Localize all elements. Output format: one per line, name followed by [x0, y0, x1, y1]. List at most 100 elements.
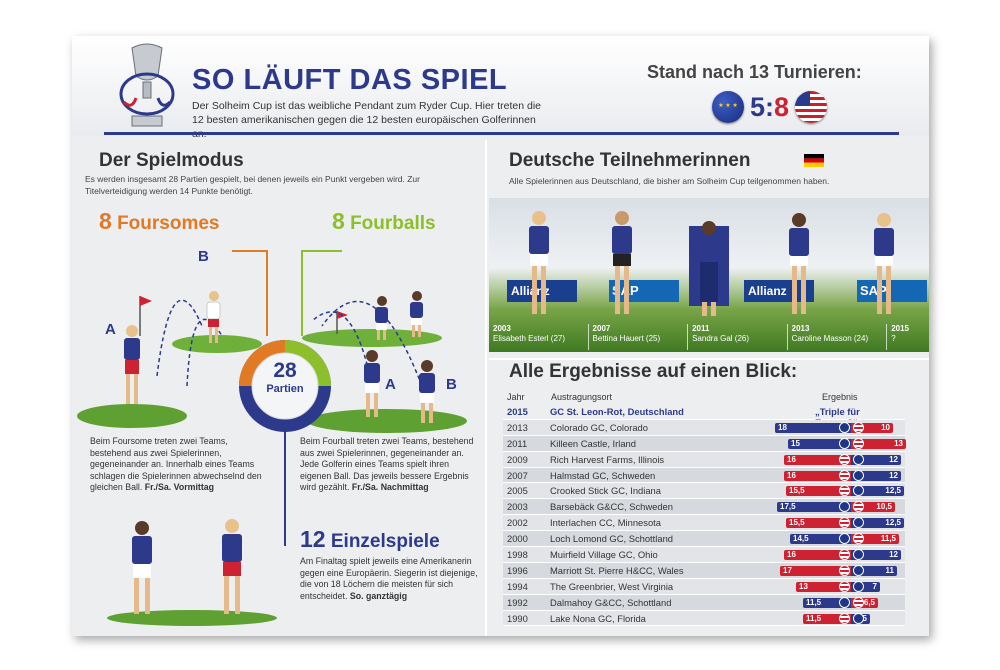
- table-row: 2011 Killeen Castle, Irland 15 13: [503, 435, 906, 452]
- col-location-header: Austragungsort: [551, 392, 613, 402]
- player-figure: [124, 291, 435, 423]
- result-bar-left: 15: [788, 438, 851, 449]
- player-caption: 2007 Bettina Hauert (25): [589, 324, 689, 350]
- result-bar-right: 12,5: [851, 486, 904, 497]
- players-photo: Allianz SAP Allianz SAP: [489, 198, 929, 352]
- result-bar-right: 7: [851, 581, 880, 592]
- fourballs-description: Beim Fourball treten zwei Teams, bestehe…: [300, 436, 474, 492]
- deutsche-heading: Deutsche Teilnehmerinnen: [509, 150, 751, 171]
- result-bar-right: 11: [851, 565, 897, 576]
- us-flag-icon: [839, 485, 850, 497]
- einzel-description: Am Finaltag spielt jeweils eine Amerikan…: [300, 556, 478, 601]
- result-location: The Greenbrier, West Virginia: [550, 580, 674, 592]
- player-figure: [529, 211, 549, 314]
- solheim-cup-logo: [119, 43, 175, 127]
- player-figure: [874, 213, 894, 314]
- result-bar-right: 12: [851, 550, 901, 561]
- result-year: 2002: [507, 517, 528, 529]
- result-year: 2005: [507, 485, 528, 497]
- result-bar-left: 13: [796, 581, 851, 592]
- center-count: 28 Partien: [266, 359, 304, 395]
- table-row: 2000 Loch Lomond GC, Schottland 14,5 11,5: [503, 531, 905, 548]
- row-divider: [489, 358, 929, 360]
- result-bar-left: 11,5: [803, 613, 851, 624]
- eu-flag-icon: [839, 421, 850, 433]
- table-row: 1992 Dalmahoy G&CC, Schottland 11,5 6,5: [503, 594, 905, 611]
- team-b-letter: B: [446, 376, 457, 393]
- eu-flag-icon: [839, 501, 850, 513]
- table-row: 2013 Colorado GC, Colorado 18 10: [503, 419, 905, 436]
- result-bar-left: 17,5: [777, 502, 851, 513]
- player-caption: 2013 Caroline Masson (24): [788, 324, 888, 350]
- result-bar-right: 12: [851, 454, 901, 465]
- ball-arc: [156, 299, 203, 377]
- eu-flag-icon: [853, 549, 864, 561]
- us-flag-icon: [839, 469, 850, 481]
- header: [72, 36, 929, 136]
- ball-arc: [321, 300, 423, 387]
- result-year: 1990: [507, 612, 528, 624]
- result-bar-right: 13: [851, 438, 906, 449]
- result-bar-right: 10,5: [851, 502, 895, 513]
- us-flag-icon: [839, 517, 850, 529]
- col-year-header: Jahr: [507, 392, 525, 402]
- golf-ball: [251, 352, 319, 420]
- deutsche-intro: Alle Spielerinnen aus Deutschland, die b…: [509, 176, 830, 186]
- result-location: Halmstad GC, Schweden: [550, 469, 656, 481]
- grass-patch: [172, 335, 262, 353]
- us-flag-icon: [795, 91, 828, 123]
- us-flag-icon: [853, 437, 864, 449]
- spielmodus-heading: Der Spielmodus: [99, 150, 244, 171]
- result-year: 1998: [507, 549, 528, 561]
- result-location: Dalmahoy G&CC, Schottland: [550, 596, 672, 608]
- game-mode-diagram: [77, 250, 467, 546]
- us-flag-icon: [853, 596, 864, 608]
- player-names: 2003 Elisabeth Esterl (27) 2007 Bettina Ha…: [489, 324, 929, 350]
- table-row: 2005 Crooked Stick GC, Indiana 15,5 12,5: [503, 483, 905, 500]
- eu-flag-icon: [839, 437, 850, 449]
- results-heading: Alle Ergebnisse auf einen Blick:: [509, 361, 798, 382]
- result-bar-left: 17: [780, 565, 851, 576]
- col-result-header: Ergebnis: [822, 392, 858, 402]
- connector-line: [284, 431, 286, 546]
- result-location: Killeen Castle, Irland: [550, 437, 636, 449]
- us-flag-icon: [839, 612, 850, 624]
- player-caption: 2015?: [891, 324, 909, 343]
- us-flag-icon: [839, 549, 850, 561]
- result-location: Loch Lomond GC, Schottland: [550, 533, 673, 545]
- eu-flag-icon: [853, 612, 864, 624]
- result-year: 2003: [507, 501, 528, 513]
- fourballs-label: 8 Fourballs: [332, 208, 436, 234]
- eu-flag-icon: [839, 596, 850, 608]
- eu-flag-icon: [853, 469, 864, 481]
- team-a-letter: A: [385, 376, 396, 393]
- result-bar-left: 15,5: [786, 486, 851, 497]
- result-bar-left: 16: [784, 470, 851, 481]
- foursomes-label: 8 Foursomes: [99, 208, 220, 234]
- infographic-sheet: SO LÄUFT DAS SPIEL Der Solheim Cup ist d…: [72, 36, 929, 636]
- result-year: 2011: [507, 437, 528, 449]
- result-location: Colorado GC, Colorado: [550, 421, 648, 433]
- player-figure: [699, 221, 719, 316]
- single-match-figures: [107, 519, 277, 626]
- results-table: 2015 GC St. Leon-Rot, Deutschland „Tripl…: [503, 404, 906, 627]
- result-bar-left: 18: [775, 422, 851, 433]
- result-location: Marriott St. Pierre H&CC, Wales: [550, 564, 684, 576]
- grass-patch: [307, 409, 467, 433]
- player-caption: 2003 Elisabeth Esterl (27): [489, 324, 589, 350]
- table-row: 1996 Marriott St. Pierre H&CC, Wales 17 11: [503, 562, 905, 579]
- table-row: 1994 The Greenbrier, West Virginia 13 7: [503, 578, 905, 595]
- foursomes-description: Beim Foursome treten zwei Teams, bestehe…: [90, 436, 262, 492]
- result-location: Interlachen CC, Minnesota: [550, 517, 661, 529]
- result-year: 2013: [507, 421, 528, 433]
- us-flag-icon: [839, 580, 850, 592]
- connector-line: [301, 250, 342, 336]
- result-bar-left: 11,5: [803, 597, 851, 608]
- table-row: 2003 Barsebäck G&CC, Schweden 17,5 10,5: [503, 499, 905, 516]
- result-location: Muirfield Village GC, Ohio: [550, 549, 658, 561]
- flag-icon: [140, 296, 152, 306]
- result-year: 2007: [507, 469, 528, 481]
- eu-flag-icon: [853, 517, 864, 529]
- result-year: 1996: [507, 564, 528, 576]
- result-bar-left: 14,5: [790, 534, 851, 545]
